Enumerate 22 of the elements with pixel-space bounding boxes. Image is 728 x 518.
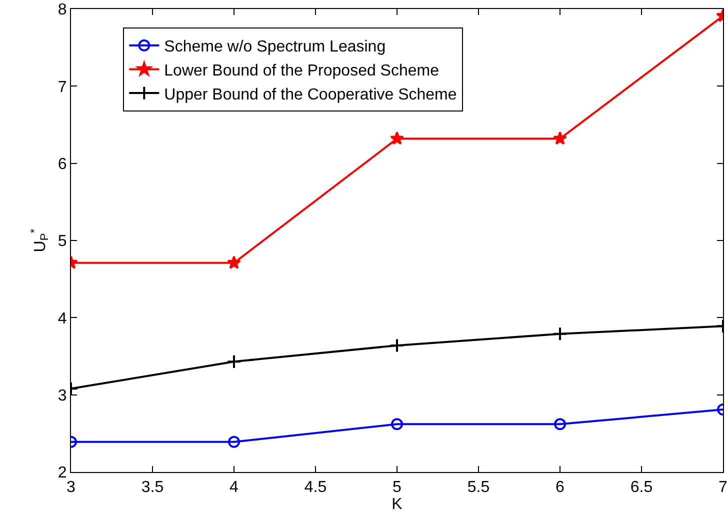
y-tick-label: 6 bbox=[58, 156, 67, 173]
y-tick-label: 5 bbox=[58, 233, 67, 250]
x-tick-label: 3.5 bbox=[141, 479, 164, 496]
y-tick-label: 4 bbox=[58, 310, 67, 328]
y-tick-label: 2 bbox=[58, 464, 67, 482]
x-tick-label: 5 bbox=[392, 479, 402, 496]
y-tick-label: 3 bbox=[58, 387, 67, 404]
point bbox=[390, 131, 404, 145]
x-tick-label: 5.5 bbox=[467, 479, 490, 496]
y-tick-label: 8 bbox=[58, 2, 67, 19]
x-tick-label: 4 bbox=[230, 479, 239, 496]
x-tick-label: 6.5 bbox=[630, 479, 653, 496]
point bbox=[391, 418, 403, 430]
x-axis-title: K bbox=[392, 496, 403, 514]
point bbox=[390, 338, 404, 353]
x-tick-label: 7 bbox=[718, 479, 728, 496]
y-tick-label: 7 bbox=[58, 78, 67, 96]
legend-label: Lower Bound of the Proposed Scheme bbox=[164, 62, 440, 80]
x-tick-label: 6 bbox=[556, 479, 565, 496]
legend-label: Upper Bound of the Cooperative Scheme bbox=[164, 86, 457, 104]
x-tick-label: 4.5 bbox=[304, 479, 327, 496]
legend-label: Scheme w/o Spectrum Leasing bbox=[164, 38, 386, 56]
